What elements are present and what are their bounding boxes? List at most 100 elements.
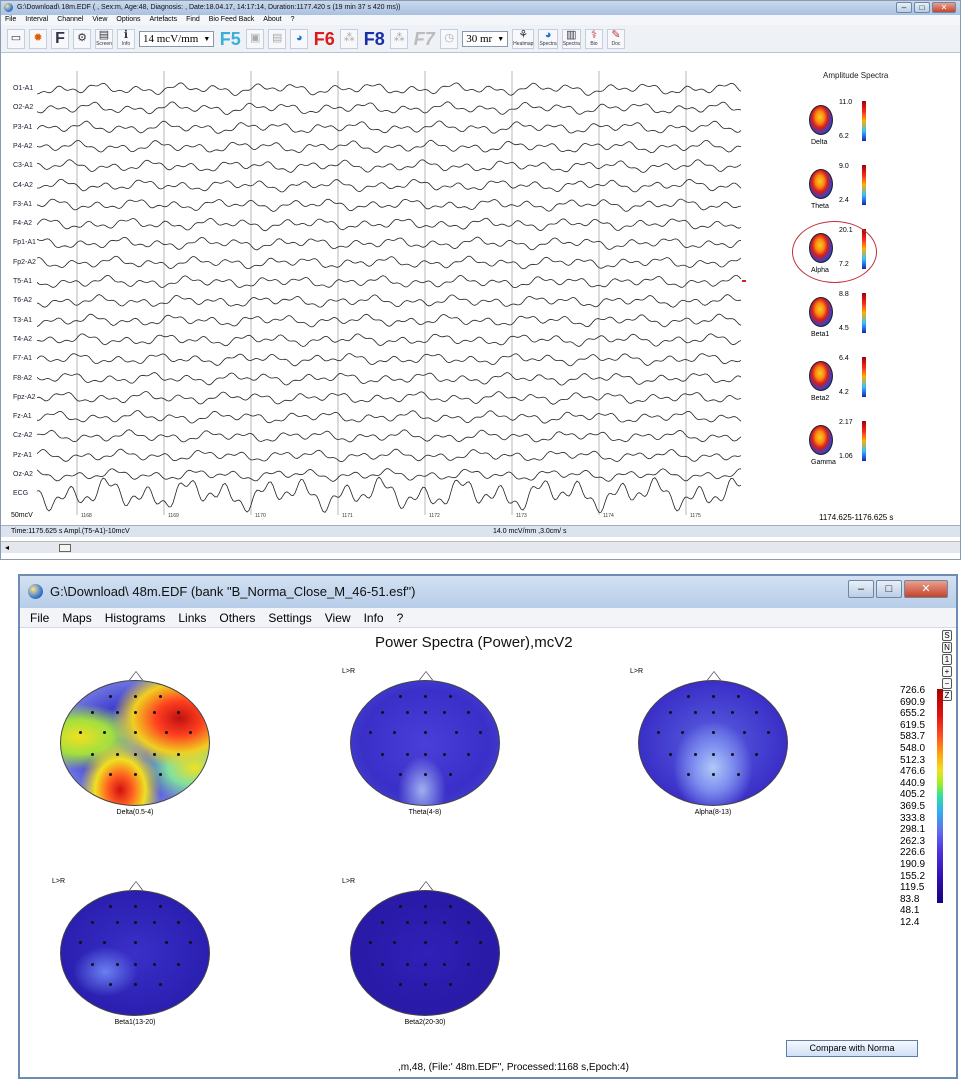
side-button[interactable]: N: [942, 642, 952, 653]
maximize-button[interactable]: □: [914, 2, 930, 13]
channel-label[interactable]: T6-A2: [13, 297, 33, 305]
channel-label[interactable]: O2-A2: [13, 104, 34, 112]
side-button[interactable]: Z: [942, 690, 952, 701]
channel-label[interactable]: Pz-A1: [13, 451, 33, 459]
channel-label[interactable]: Fpz-A2: [13, 393, 36, 401]
heatmap-button[interactable]: ⚘ Heatmap: [512, 28, 535, 49]
channel-label[interactable]: T4-A2: [13, 335, 33, 343]
filter-button[interactable]: F: [51, 28, 69, 49]
topographic-map[interactable]: L>R Alpha(8-13): [630, 668, 788, 816]
side-button[interactable]: S: [942, 630, 952, 641]
minimize-button[interactable]: –: [896, 2, 912, 13]
topographic-map[interactable]: L>R Theta(4-8): [342, 668, 500, 816]
spectra-map-button[interactable]: ◕: [290, 28, 309, 49]
channel-label[interactable]: Fz-A1: [13, 413, 32, 421]
eeg-menu-file[interactable]: File: [5, 16, 17, 23]
maps-menu-maps[interactable]: Maps: [62, 611, 92, 625]
f8-button[interactable]: F8: [363, 28, 385, 49]
channel-label[interactable]: ECG: [13, 490, 29, 498]
band-map-beta2[interactable]: 6.4 4.2 Beta2: [809, 355, 879, 415]
brain-map-button[interactable]: ✹: [29, 28, 47, 49]
eeg-menu-channel[interactable]: Channel: [57, 16, 84, 23]
electrode-dot: [393, 731, 396, 734]
side-button[interactable]: +: [942, 666, 952, 677]
scroll-thumb[interactable]: [59, 544, 71, 552]
maps-menu-links[interactable]: Links: [178, 611, 207, 625]
head-map-icon: [809, 297, 833, 327]
electrode-dot: [681, 731, 684, 734]
heatmap-icon: ⚘: [518, 29, 529, 41]
side-button[interactable]: 1: [942, 654, 952, 665]
minimize-button[interactable]: –: [848, 580, 874, 598]
band-map-gamma[interactable]: 2.17 1.06 Gamma: [809, 419, 879, 479]
channel-label[interactable]: Oz-A2: [13, 471, 33, 478]
compare-with-norma-button[interactable]: Compare with Norma: [786, 1040, 918, 1057]
maps-menu-histograms[interactable]: Histograms: [104, 611, 166, 625]
spectra-button[interactable]: ◕ Spectra: [538, 28, 558, 49]
side-button[interactable]: −: [942, 678, 952, 689]
tools-button[interactable]: ⚙: [73, 28, 91, 49]
channel-label[interactable]: F7-A1: [13, 355, 33, 363]
channel-label[interactable]: Fp2-A2: [13, 258, 36, 266]
channel-label[interactable]: T5-A1: [13, 278, 33, 285]
channel-label[interactable]: T3-A1: [13, 316, 33, 324]
amplitude-scale-select[interactable]: 14 mcV/mm ▼: [139, 30, 215, 47]
band-map-delta[interactable]: 11.0 6.2 Delta: [809, 99, 879, 159]
eeg-menu-interval[interactable]: Interval: [25, 16, 49, 23]
eeg-menu-find[interactable]: Find: [186, 16, 200, 23]
f5-button[interactable]: F5: [219, 28, 241, 49]
eeg-menu-about[interactable]: About: [263, 16, 282, 23]
maps-menu-settings[interactable]: Settings: [268, 611, 312, 625]
eeg-menu-artefacts[interactable]: Artefacts: [149, 16, 178, 23]
eeg-menu-options[interactable]: Options: [116, 16, 141, 23]
channel-label[interactable]: F8-A2: [13, 374, 33, 382]
maps-menu-[interactable]: ?: [396, 611, 404, 625]
eeg-menu-[interactable]: ?: [290, 16, 295, 23]
channel-label[interactable]: O1-A1: [13, 85, 34, 92]
maps-menu-view[interactable]: View: [324, 611, 351, 625]
electrode-dot: [109, 905, 112, 908]
scale-value: 298.1: [900, 824, 926, 836]
scroll-left-icon[interactable]: ◂: [5, 543, 10, 552]
eeg-menu-bio-feed-back[interactable]: Bio Feed Back: [208, 16, 255, 23]
topographic-map[interactable]: L>R Beta2(20-30): [342, 878, 500, 1026]
eeg-menu-view[interactable]: View: [92, 16, 108, 23]
horizontal-scrollbar[interactable]: ◂: [1, 541, 960, 553]
spectra-bars-button[interactable]: ▥ Spectra: [561, 28, 581, 49]
channel-label[interactable]: F4-A2: [13, 220, 33, 228]
close-button[interactable]: ✕: [904, 580, 948, 598]
montage2-button[interactable]: ⁂: [390, 28, 409, 49]
screen-button[interactable]: ▤ Screen: [95, 28, 113, 49]
clock-button[interactable]: ◷: [440, 28, 459, 49]
topographic-map[interactable]: Delta(0.5-4): [60, 671, 210, 816]
band-map-beta1[interactable]: 8.8 4.5 Beta1: [809, 291, 879, 351]
close-button[interactable]: ✕: [932, 2, 956, 13]
eeg-trace: [37, 159, 742, 173]
band-map-theta[interactable]: 9.0 2.4 Theta: [809, 163, 879, 223]
open-file-button[interactable]: ▭: [7, 28, 25, 49]
maximize-button[interactable]: □: [876, 580, 902, 598]
eeg-traces[interactable]: [37, 67, 743, 517]
f6-button[interactable]: F6: [313, 28, 335, 49]
f7-button[interactable]: F7: [413, 28, 435, 49]
eeg-trace-area[interactable]: O1-A1 O2-A2 P3-A1 P4-A2 C3-A1 C4-A2 F3-A1 F4-A2…: [1, 67, 746, 525]
topographic-map[interactable]: L>R Beta1(13-20): [52, 878, 210, 1026]
channel-label[interactable]: C4-A2: [13, 181, 33, 189]
map-side-buttons: S N 1 + − Z: [942, 630, 952, 702]
channel-label[interactable]: Fp1-A1: [13, 239, 36, 247]
maps-menu-others[interactable]: Others: [219, 611, 256, 625]
channel-label[interactable]: Cz-A2: [13, 432, 33, 440]
print-interval-button[interactable]: ▤: [268, 28, 287, 49]
doc-button[interactable]: ✎ Doc: [606, 28, 625, 49]
maps-menu-file[interactable]: File: [30, 611, 50, 625]
channel-label[interactable]: P4-A2: [13, 142, 33, 150]
info-button[interactable]: ℹ Info: [117, 28, 135, 49]
channel-label[interactable]: C3-A1: [13, 162, 33, 170]
montage-button[interactable]: ⁂: [340, 28, 359, 49]
save-interval-button[interactable]: ▣: [246, 28, 265, 49]
channel-label[interactable]: F3-A1: [13, 200, 33, 208]
maps-menu-info[interactable]: Info: [363, 611, 384, 625]
channel-label[interactable]: P3-A1: [13, 123, 33, 131]
speed-select[interactable]: 30 mr ▼: [462, 30, 509, 47]
bio-button[interactable]: ⚕ Bio: [584, 28, 603, 49]
